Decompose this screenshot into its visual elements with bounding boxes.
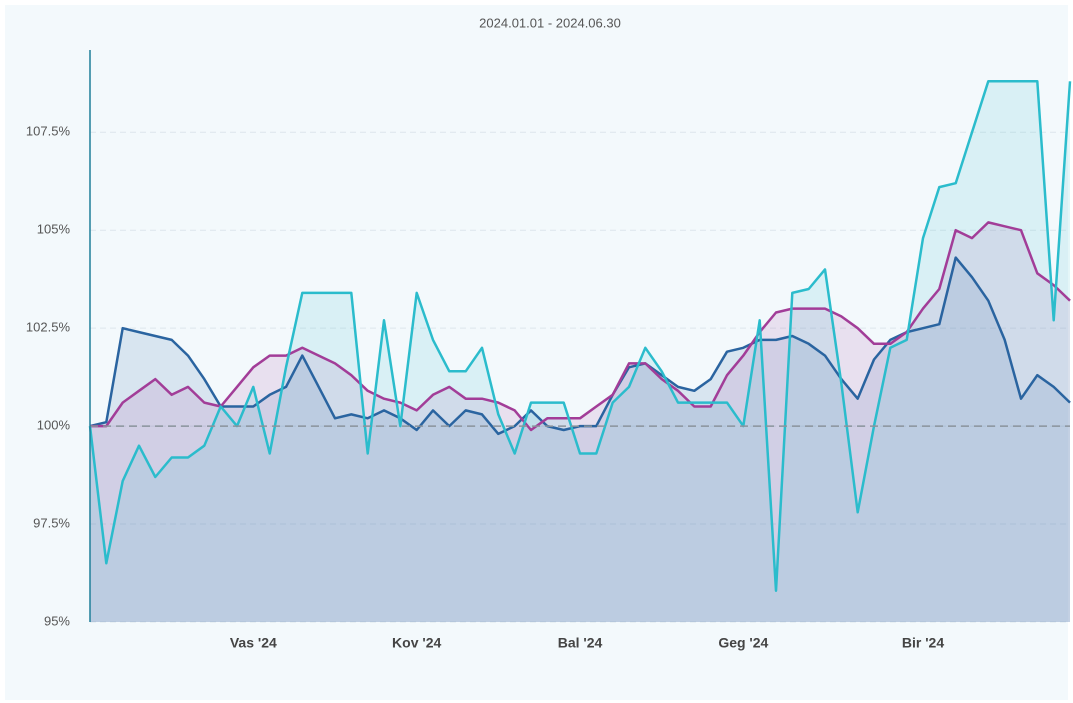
y-tick-label: 107.5%	[26, 124, 71, 139]
panel	[5, 5, 1068, 700]
y-tick-label: 100%	[37, 418, 71, 433]
x-tick-label: Geg '24	[718, 635, 768, 651]
x-tick-label: Bir '24	[902, 635, 944, 651]
x-tick-label: Kov '24	[392, 635, 441, 651]
x-tick-label: Vas '24	[230, 635, 277, 651]
area	[90, 257, 1070, 622]
y-tick-label: 95%	[44, 613, 70, 628]
y-tick-label: 97.5%	[33, 515, 70, 530]
y-tick-label: 105%	[37, 222, 71, 237]
area	[90, 81, 1070, 623]
y-tick-label: 102.5%	[26, 320, 71, 335]
line	[88, 80, 1072, 592]
area	[90, 222, 1070, 622]
x-tick-label: Bal '24	[558, 635, 603, 651]
chart-subtitle: 2024.01.01 - 2024.06.30	[479, 15, 621, 30]
